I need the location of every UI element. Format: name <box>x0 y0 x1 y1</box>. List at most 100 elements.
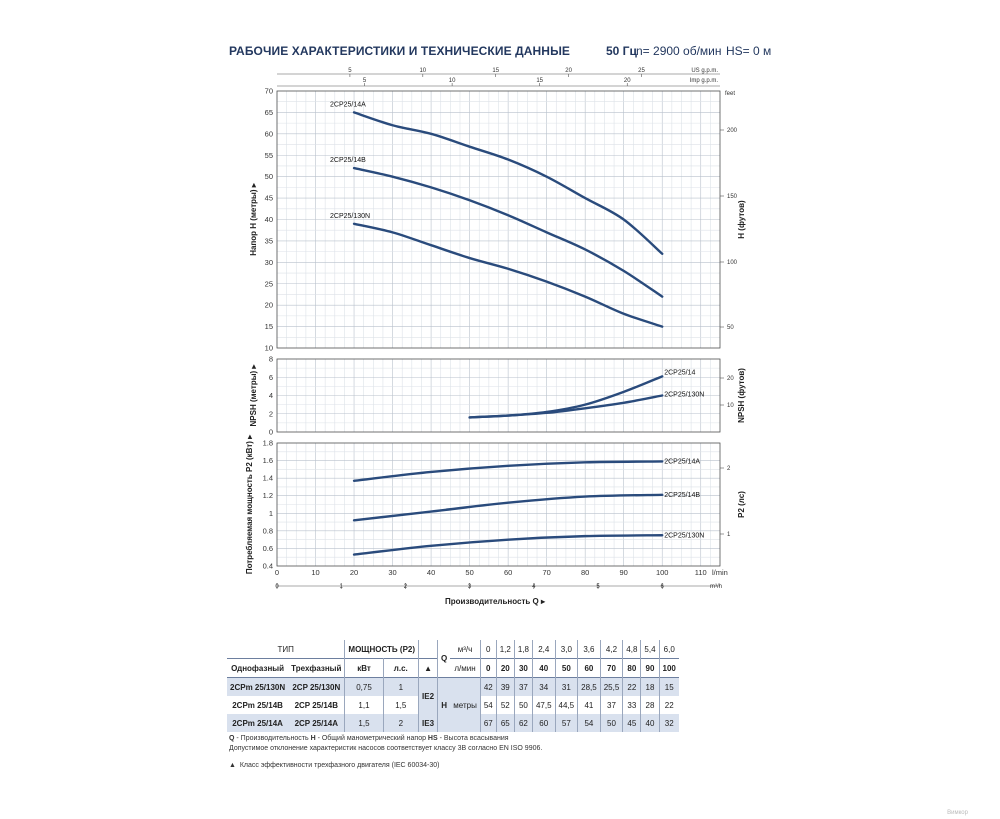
spec-table: ТИП МОЩНОСТЬ (P2) Q м³/ч 0 1,2 1,8 2,4 3… <box>227 640 679 732</box>
curve-2cp25-14b <box>352 166 664 298</box>
y2-tick-label: 20 <box>727 376 734 382</box>
plot-frame <box>276 90 721 349</box>
y2-tick-label: 50 <box>727 325 734 331</box>
m3h-unit-label: m³/h <box>710 584 722 590</box>
y-tick-label: 1.6 <box>263 456 273 465</box>
m3h-tick-label: 5 <box>596 584 600 590</box>
h-cell: 52 <box>495 696 515 714</box>
x-unit-label: l/min <box>712 568 728 577</box>
h-cell: 22 <box>658 696 679 714</box>
x-tick-label: 100 <box>656 568 669 577</box>
triangle-icon: ▲ <box>229 762 236 769</box>
q-m3-cell: 4,8 <box>622 640 641 659</box>
h-cell: 37 <box>599 696 623 714</box>
hp-header: л.с. <box>382 658 419 678</box>
three-phase-header: Трехфазный <box>291 663 342 673</box>
imp-gpm-tick-label: 15 <box>536 78 543 84</box>
y-tick-label: 1.4 <box>263 474 273 483</box>
plot-frame <box>276 442 721 567</box>
y-tick-label: 10 <box>265 344 273 353</box>
y-tick-label: 0.8 <box>263 526 273 535</box>
h-cell: 44,5 <box>554 696 578 714</box>
row-single-model: 2CPm 25/14B <box>232 700 283 710</box>
row-hp: 1 <box>382 677 419 696</box>
curve-label: 2CP25/130N <box>664 392 704 399</box>
h-cell: 60 <box>531 714 556 732</box>
suction-height-label: HS= 0 м <box>726 44 772 58</box>
curve-2cp25-130n <box>468 394 664 419</box>
y2-tick-label: 10 <box>727 403 734 409</box>
h-cell: 37 <box>513 677 533 696</box>
y-tick-label: 20 <box>265 301 273 310</box>
us-gpm-unit: US g.p.m. <box>691 68 718 74</box>
q-l-cell: 100 <box>658 658 679 678</box>
y-tick-label: 2 <box>269 409 273 418</box>
q-m3-cell: 0 <box>479 640 497 659</box>
table-row: 2CPm 25/14B 2CP 25/14B 1,1 1,5 54 52 50 … <box>227 696 679 714</box>
row-single-model: 2CPm 25/130N <box>230 682 286 692</box>
footnote-hs-text: - Высота всасывания <box>437 735 509 742</box>
us-gpm-tick-label: 10 <box>419 68 426 74</box>
q-unit-l: л/мин <box>454 663 476 673</box>
footnote-q-text: - Производительность <box>234 735 311 742</box>
y-tick-label: 1.2 <box>263 491 273 500</box>
curve-label: 2CP25/14B <box>664 492 700 499</box>
h-cell: 45 <box>622 714 641 732</box>
q-m3-cell: 3,0 <box>554 640 578 659</box>
y2-tick-label: 1 <box>727 532 731 538</box>
y-tick-label: 30 <box>265 258 273 267</box>
q-l-cell: 80 <box>622 658 641 678</box>
h-cell: 33 <box>622 696 641 714</box>
q-l-cell: 20 <box>495 658 515 678</box>
q-l-cell: 30 <box>513 658 533 678</box>
m3h-tick-label: 3 <box>468 584 472 590</box>
y-tick-label: 45 <box>265 194 273 203</box>
rpm-label: n= 2900 об/мин <box>636 44 722 58</box>
h-cell: 42 <box>479 677 497 696</box>
x-tick-label: 30 <box>388 568 396 577</box>
h-cell: 22 <box>622 677 641 696</box>
row-single-model: 2CPm 25/14A <box>232 718 283 728</box>
imp-gpm-unit: Imp g.p.m. <box>690 78 719 84</box>
type-header: ТИП <box>277 644 294 654</box>
q-l-cell: 70 <box>599 658 623 678</box>
x-tick-label: 60 <box>504 568 512 577</box>
m3h-tick-label: 0 <box>275 584 279 590</box>
us-gpm-tick-label: 15 <box>492 68 499 74</box>
x-tick-label: 40 <box>427 568 435 577</box>
h-cell: 28 <box>640 696 660 714</box>
ie2-label: IE2 <box>418 677 438 714</box>
curve-label: 2CP25/130N <box>330 213 370 220</box>
plot-frame <box>276 358 721 433</box>
x-tick-label: 70 <box>542 568 550 577</box>
y2-tick-label: 150 <box>727 194 738 200</box>
x-axis-label: Производительность Q ▸ <box>445 597 546 606</box>
q-label: Q <box>437 640 451 678</box>
row-kw: 1,5 <box>344 714 384 732</box>
power-header: МОЩНОСТЬ (P2) <box>344 640 419 659</box>
x-tick-label: 110 <box>695 568 707 577</box>
h-cell: 32 <box>658 714 679 732</box>
y-tick-label: 40 <box>265 215 273 224</box>
y2-axis-label: H (футов) <box>737 200 746 239</box>
y2-tick-label: 200 <box>727 128 738 134</box>
q-m3-cell: 4,2 <box>599 640 623 659</box>
m3h-tick-label: 6 <box>661 584 665 590</box>
y-tick-label: 0.4 <box>263 562 273 571</box>
q-m3-cell: 5,4 <box>640 640 660 659</box>
y2-axis-label: NPSH (футов) <box>737 368 746 423</box>
y-tick-label: 25 <box>265 279 273 288</box>
h-cell: 18 <box>640 677 660 696</box>
footnote-tolerance: Допустимое отклонение характеристик насо… <box>229 745 543 752</box>
y2-axis-label: P2 (лс) <box>737 491 746 518</box>
footnote-hs: HS <box>427 735 438 742</box>
h-cell: 50 <box>513 696 533 714</box>
x-tick-label: 0 <box>275 568 279 577</box>
footnote-h-text: - Общий манометрический напор <box>315 735 428 742</box>
y-tick-label: 65 <box>265 108 273 117</box>
us-gpm-tick-label: 25 <box>638 68 645 74</box>
y-tick-label: 0 <box>269 428 273 437</box>
footnote-efficiency-text: Класс эффективности трехфазного двигател… <box>239 762 440 769</box>
table-row: 2CPm 25/130N 2CP 25/130N 0,75 1 IE2 H ме… <box>227 677 679 732</box>
